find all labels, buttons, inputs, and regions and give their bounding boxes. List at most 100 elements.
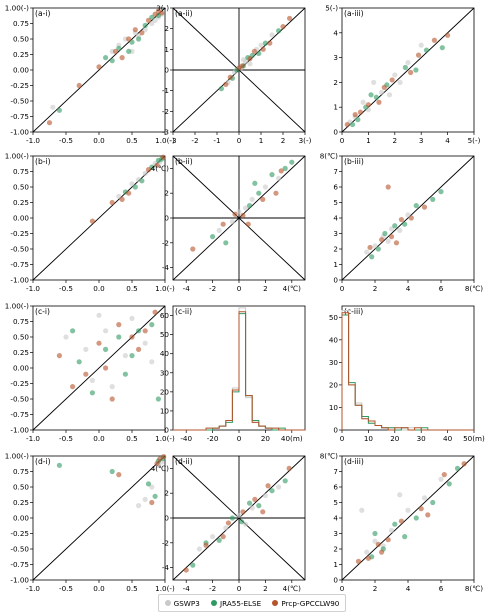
point-prcp-gpcclw90 <box>70 384 76 390</box>
y-tick-label: 1.00(-) <box>5 152 29 161</box>
x-tick-label: 0.0 <box>93 584 105 593</box>
panel-a-iii: 0 1 2 3 4 5(-) 5(-) 4 3 2 1 0 (a-iii) <box>325 4 480 146</box>
y-tick-label: 6 <box>333 183 338 192</box>
point-prcp-gpcclw90 <box>220 534 226 540</box>
x-tick-label: 8(℃) <box>465 284 483 293</box>
y-tick-label: -0.25 <box>10 229 29 238</box>
point-jra55-else <box>438 189 444 195</box>
x-tick-label: 0.5 <box>126 434 137 443</box>
y-tick-label: 1 <box>164 45 169 54</box>
point-prcp-gpcclw90 <box>375 541 381 547</box>
x-tick-label: 10 <box>364 434 374 443</box>
point-jra55-else <box>145 481 152 487</box>
point-prcp-gpcclw90 <box>344 121 350 128</box>
y-tick-label: 3(-) <box>156 4 169 13</box>
x-tick-label: 5(-) <box>468 136 481 145</box>
point-gswp3 <box>262 184 268 190</box>
point-jra55-else <box>116 334 122 340</box>
point-prcp-gpcclw90 <box>119 55 125 61</box>
y-tick-label: -0.50 <box>10 97 29 106</box>
point-prcp-gpcclw90 <box>112 48 119 55</box>
y-tick-label: 4 <box>333 28 338 37</box>
point-gswp3 <box>122 353 128 359</box>
y-tick-label: 0.00 <box>13 214 29 223</box>
x-tick-label: 2 <box>373 284 378 293</box>
point-jra55-else <box>239 519 245 525</box>
panel-title: (b-iii) <box>344 157 364 166</box>
y-tick-label: 0.75 <box>13 317 29 326</box>
point-prcp-gpcclw90 <box>132 27 138 33</box>
y-tick-label: 1 <box>333 560 338 569</box>
point-jra55-else <box>56 107 63 113</box>
point-jra55-else <box>116 45 122 51</box>
one-to-one-line <box>341 155 475 281</box>
point-jra55-else <box>256 190 262 196</box>
point-prcp-gpcclw90 <box>149 499 155 506</box>
x-tick-label: 30 <box>417 434 427 443</box>
x-tick-label: 0 <box>237 434 242 443</box>
point-gswp3 <box>269 32 275 38</box>
point-jra55-else <box>246 203 253 209</box>
point-jra55-else <box>454 465 461 471</box>
point-prcp-gpcclw90 <box>280 24 286 30</box>
point-jra55-else <box>103 55 109 61</box>
panel-title: (c-ii) <box>175 307 192 316</box>
x-tick-label: 1.0(-) <box>155 136 175 145</box>
panel-d-iii: 0 2 4 6 8(℃) 8(℃) 7 6 5 4 3 2 1 0 (d-iii) <box>320 452 484 594</box>
point-gswp3 <box>142 496 148 502</box>
y-tick-label: 0.50 <box>13 333 29 342</box>
y-tick-label: -0.25 <box>10 379 29 388</box>
point-prcp-gpcclw90 <box>367 244 373 251</box>
x-tick-label: 2 <box>373 584 378 593</box>
panel-title: (a-iii) <box>344 9 364 18</box>
x-tick-label: 1.0(-) <box>155 584 175 593</box>
point-prcp-gpcclw90 <box>240 212 246 219</box>
point-gswp3 <box>372 538 378 544</box>
point-prcp-gpcclw90 <box>251 48 257 55</box>
y-tick-label: -2 <box>162 107 169 116</box>
y-tick-label: 0.25 <box>13 198 29 207</box>
y-tick-label: 2 <box>333 78 338 87</box>
point-jra55-else <box>282 478 288 484</box>
y-tick-label: -1.00 <box>10 276 29 285</box>
point-gswp3 <box>149 359 155 365</box>
x-tick-label: 4(℃) <box>283 584 301 593</box>
one-to-one-line <box>32 155 166 281</box>
y-tick-label: 0.25 <box>13 348 29 357</box>
point-gswp3 <box>96 312 102 318</box>
legend-item-jra55: JRA55-ELSE <box>211 599 261 608</box>
point-prcp-gpcclw90 <box>129 334 135 340</box>
y-tick-label: -0.75 <box>10 410 29 419</box>
x-tick-label: 0 <box>237 284 242 293</box>
x-tick-label: -1.0 <box>26 434 40 443</box>
point-jra55-else <box>229 515 235 521</box>
point-gswp3 <box>247 61 253 67</box>
point-gswp3 <box>421 495 428 501</box>
y-tick-label: 1.00(-) <box>5 302 29 311</box>
point-gswp3 <box>405 59 411 66</box>
point-jra55-else <box>446 481 452 487</box>
point-gswp3 <box>385 238 391 244</box>
point-gswp3 <box>392 72 398 78</box>
panel-c-i: -1.0 -0.5 0.0 0.5 1.0(-) 1.00(-) 0.75 0.50 0.25 0… <box>5 302 175 444</box>
y-tick-label: -0.75 <box>10 560 29 569</box>
y-tick-label: 2 <box>164 489 169 498</box>
x-tick-label: 0.5 <box>126 584 137 593</box>
y-tick-label: 10 <box>160 406 170 415</box>
point-jra55-else <box>223 240 229 246</box>
point-jra55-else <box>372 530 378 537</box>
point-prcp-gpcclw90 <box>190 246 196 252</box>
y-tick-label: 1 <box>333 260 338 269</box>
x-tick-label: -0.5 <box>59 584 73 593</box>
y-tick-label: 50 <box>160 330 170 339</box>
point-gswp3 <box>262 493 268 499</box>
y-tick-label: -2 <box>162 538 169 547</box>
point-gswp3 <box>243 521 249 527</box>
panel-c-ii: -40 -20 0 20 40(m) 60 50 40 30 20 10 0 (c-ii) <box>160 305 306 443</box>
point-prcp-gpcclw90 <box>398 518 404 524</box>
y-tick-label: -3 <box>162 128 169 137</box>
point-jra55-else <box>276 28 282 34</box>
y-tick-label: 2 <box>333 245 338 254</box>
y-tick-label: 2 <box>333 545 338 554</box>
point-prcp-gpcclw90 <box>365 555 371 561</box>
